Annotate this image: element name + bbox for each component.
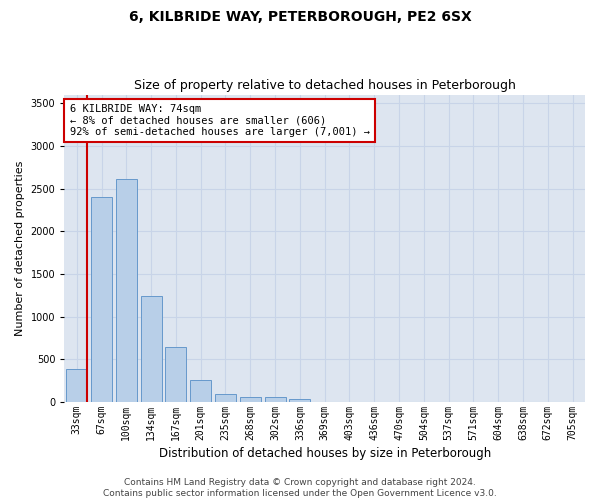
Bar	[66, 368, 87, 402]
Bar	[289, 399, 310, 402]
Bar	[91, 197, 112, 402]
Bar	[215, 394, 236, 402]
Bar	[166, 348, 187, 402]
Y-axis label: Number of detached properties: Number of detached properties	[15, 160, 25, 336]
Bar	[240, 397, 261, 402]
Bar	[265, 398, 286, 402]
Text: Contains HM Land Registry data © Crown copyright and database right 2024.
Contai: Contains HM Land Registry data © Crown c…	[103, 478, 497, 498]
Title: Size of property relative to detached houses in Peterborough: Size of property relative to detached ho…	[134, 79, 515, 92]
Text: 6, KILBRIDE WAY, PETERBOROUGH, PE2 6SX: 6, KILBRIDE WAY, PETERBOROUGH, PE2 6SX	[128, 10, 472, 24]
Bar	[116, 179, 137, 402]
Bar	[140, 296, 161, 402]
Text: 6 KILBRIDE WAY: 74sqm
← 8% of detached houses are smaller (606)
92% of semi-deta: 6 KILBRIDE WAY: 74sqm ← 8% of detached h…	[70, 104, 370, 137]
X-axis label: Distribution of detached houses by size in Peterborough: Distribution of detached houses by size …	[158, 447, 491, 460]
Bar	[190, 380, 211, 402]
